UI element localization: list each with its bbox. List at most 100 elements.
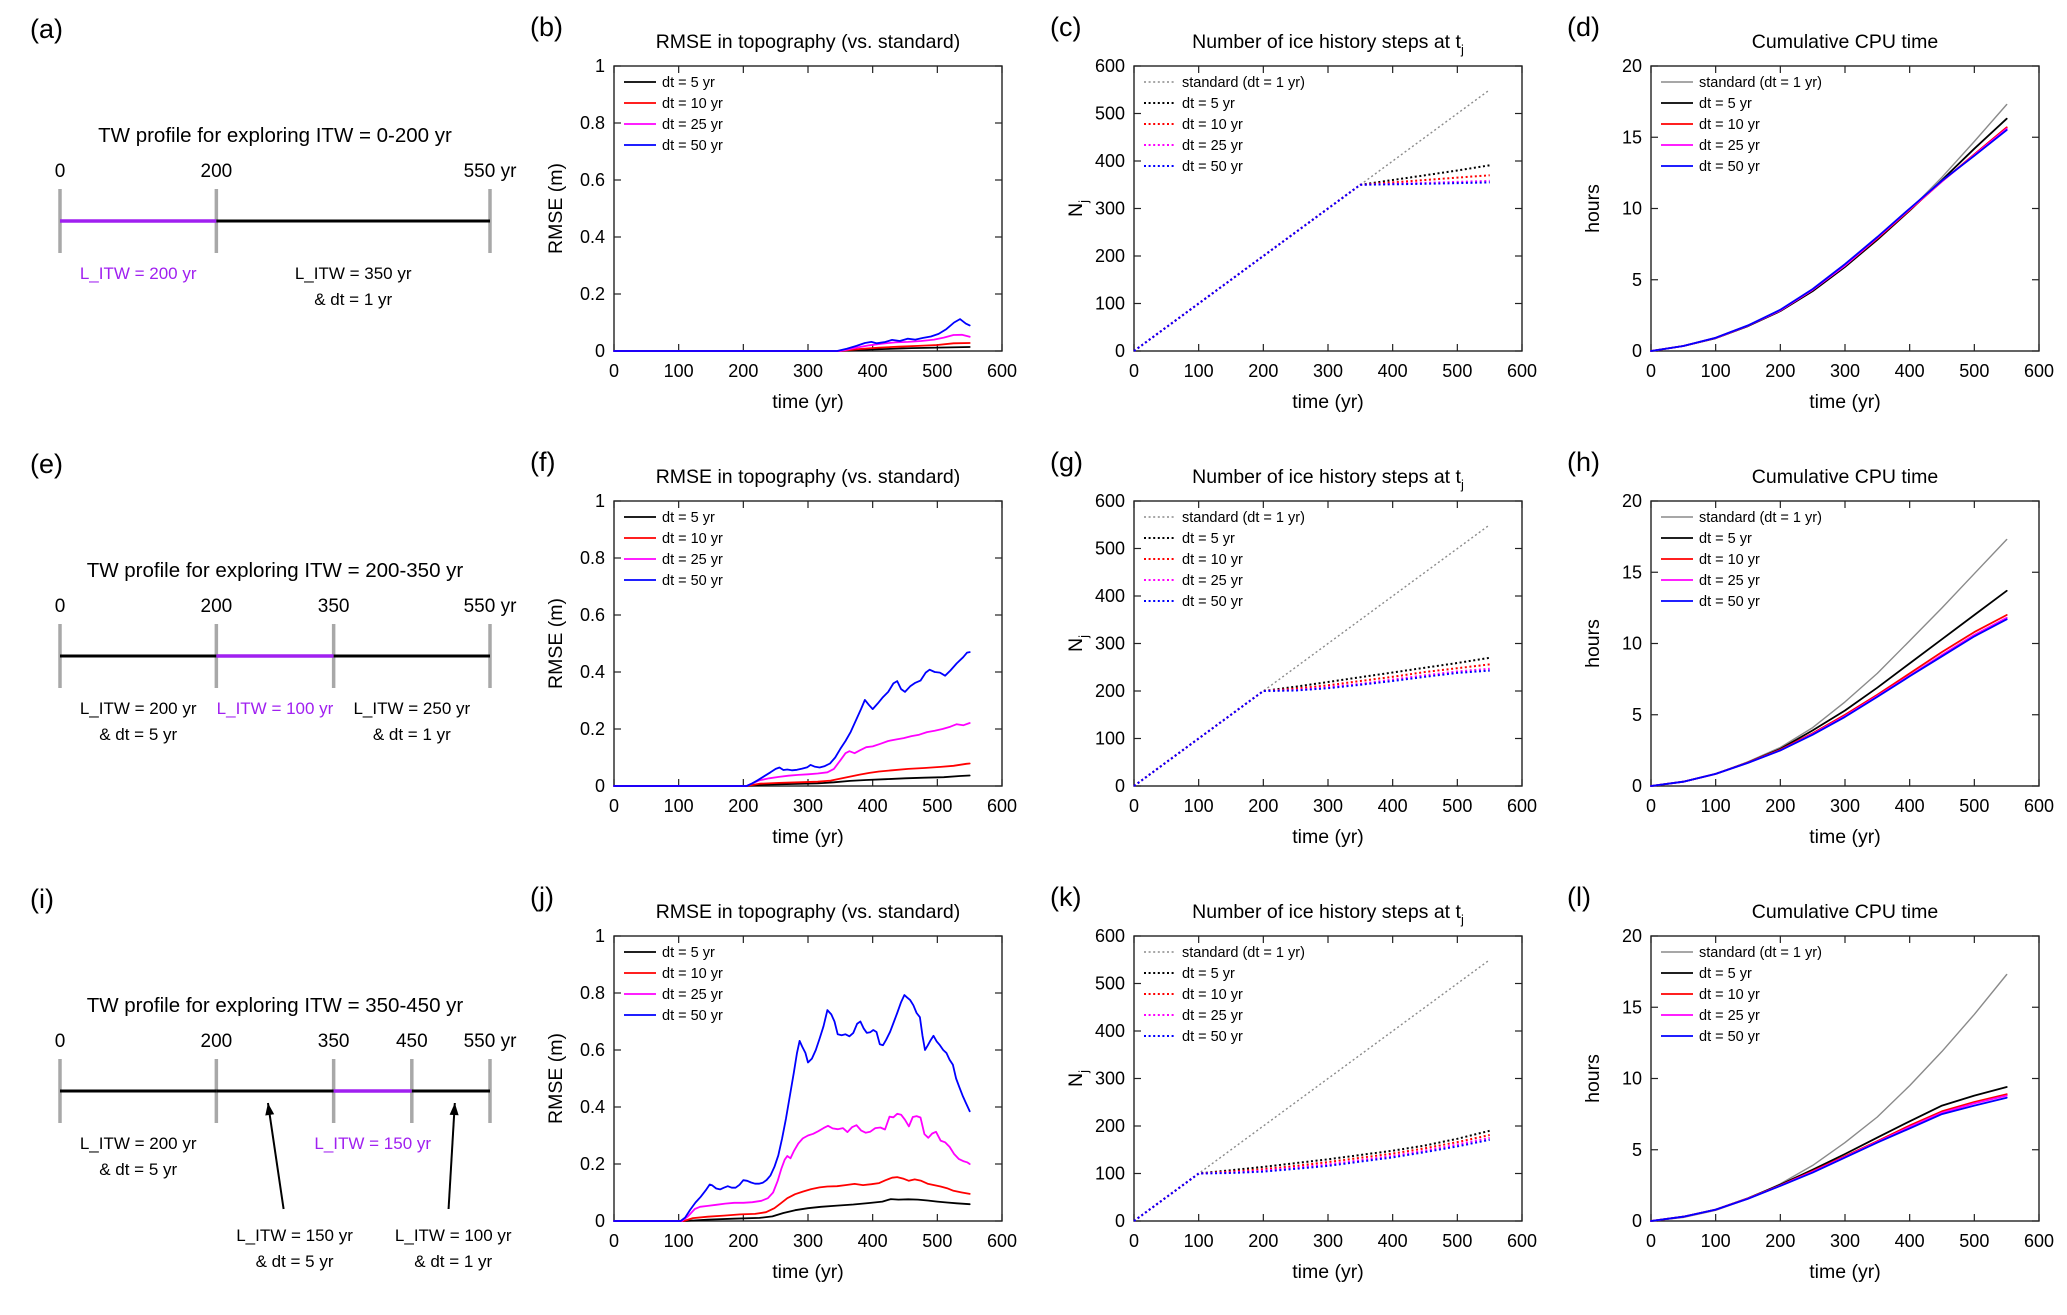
svg-text:0: 0 (595, 1211, 605, 1231)
svg-text:0.6: 0.6 (580, 1040, 605, 1060)
svg-text:20: 20 (1622, 926, 1642, 946)
svg-text:500: 500 (1959, 796, 1989, 816)
chart-cpu-row2: Cumulative CPU time 0 100 200 300 400 500 600 0 5… (1582, 466, 2054, 848)
svg-text:dt = 50 yr: dt = 50 yr (1182, 159, 1243, 175)
panel-i: (i) TW profile for exploring ITW = 350-4… (15, 878, 520, 1308)
svg-text:dt = 25 yr: dt = 25 yr (662, 552, 723, 568)
chart-cpu-row3: Cumulative CPU time 0 100 200 300 400 500 600 0 5… (1582, 901, 2054, 1283)
svg-text:0: 0 (609, 796, 619, 816)
svg-text:100: 100 (1184, 1231, 1214, 1251)
panel-label-e: (e) (30, 449, 63, 479)
chart-rmse-row1: RMSE in topography (vs. standard) 0 100 200… (545, 31, 1017, 413)
svg-text:0: 0 (1129, 796, 1139, 816)
svg-text:dt = 10 yr: dt = 10 yr (1699, 552, 1760, 568)
svg-text:200: 200 (201, 161, 233, 182)
svg-text:0: 0 (1632, 776, 1642, 796)
svg-text:500: 500 (1442, 1231, 1472, 1251)
svg-text:hours: hours (1582, 619, 1604, 668)
svg-text:500: 500 (922, 1231, 952, 1251)
svg-text:550 yr: 550 yr (464, 1031, 517, 1052)
svg-text:dt = 50 yr: dt = 50 yr (1699, 1029, 1760, 1045)
svg-text:time (yr): time (yr) (1809, 391, 1881, 413)
chart-rmse-row2: RMSE in topography (vs. standard) 0 100 200… (545, 466, 1017, 848)
svg-text:200: 200 (1095, 1116, 1125, 1136)
svg-text:10: 10 (1622, 634, 1642, 654)
svg-text:0: 0 (1115, 341, 1125, 361)
chart-steps-row2: Number of ice history steps at tj 0 100 200… (1065, 466, 1537, 848)
svg-text:400: 400 (1095, 586, 1125, 606)
svg-text:time (yr): time (yr) (1809, 826, 1881, 848)
svg-text:450: 450 (396, 1031, 428, 1052)
svg-text:1: 1 (595, 491, 605, 511)
svg-text:100: 100 (1095, 1164, 1125, 1184)
svg-text:300: 300 (793, 796, 823, 816)
svg-text:10: 10 (1622, 1069, 1642, 1089)
panel-label-g: (g) (1050, 447, 1083, 477)
svg-text:600: 600 (1507, 1231, 1537, 1251)
svg-text:20: 20 (1622, 491, 1642, 511)
svg-text:300: 300 (1830, 361, 1860, 381)
svg-text:15: 15 (1622, 127, 1642, 147)
svg-text:RMSE in topography (vs. standa: RMSE in topography (vs. standard) (656, 466, 961, 488)
svg-text:dt = 50 yr: dt = 50 yr (662, 138, 723, 154)
timeline-itw-350-450: TW profile for exploring ITW = 350-450 y… (55, 994, 517, 1271)
svg-text:time (yr): time (yr) (772, 826, 844, 848)
chart-rmse-row3: RMSE in topography (vs. standard) 0 100 200… (545, 901, 1017, 1283)
svg-text:10: 10 (1622, 199, 1642, 219)
svg-text:300: 300 (1095, 1069, 1125, 1089)
panel-label-j: (j) (530, 882, 554, 912)
svg-text:dt = 10 yr: dt = 10 yr (662, 966, 723, 982)
svg-text:200: 200 (1248, 796, 1278, 816)
svg-text:dt = 5 yr: dt = 5 yr (662, 945, 715, 961)
svg-text:0.6: 0.6 (580, 605, 605, 625)
svg-text:Number of ice history steps at: Number of ice history steps at tj (1192, 31, 1464, 57)
svg-text:100: 100 (1701, 1231, 1731, 1251)
svg-text:L_ITW = 100 yr: L_ITW = 100 yr (217, 699, 334, 718)
svg-text:Nj: Nj (1065, 635, 1091, 652)
svg-text:dt = 5 yr: dt = 5 yr (1699, 966, 1752, 982)
svg-text:400: 400 (1095, 1021, 1125, 1041)
svg-text:Nj: Nj (1065, 1070, 1091, 1087)
panel-label-l: (l) (1567, 882, 1591, 912)
svg-text:200: 200 (1765, 361, 1795, 381)
svg-text:dt = 25 yr: dt = 25 yr (662, 117, 723, 133)
svg-text:0.8: 0.8 (580, 548, 605, 568)
svg-text:time (yr): time (yr) (1292, 391, 1364, 413)
svg-text:TW profile for exploring ITW =: TW profile for exploring ITW = 200-350 y… (87, 559, 464, 582)
svg-text:100: 100 (1184, 361, 1214, 381)
svg-text:500: 500 (1095, 104, 1125, 124)
svg-text:dt = 50 yr: dt = 50 yr (1699, 159, 1760, 175)
svg-text:400: 400 (1378, 361, 1408, 381)
svg-text:1: 1 (595, 926, 605, 946)
svg-text:400: 400 (858, 796, 888, 816)
svg-text:550 yr: 550 yr (464, 596, 517, 617)
svg-text:500: 500 (1959, 1231, 1989, 1251)
panel-k: (k) Number of ice history steps at tj 0 10… (1048, 878, 1558, 1308)
svg-text:0.4: 0.4 (580, 662, 605, 682)
svg-text:time (yr): time (yr) (772, 391, 844, 413)
panel-g: (g) Number of ice history steps at tj 0 10… (1048, 443, 1558, 873)
svg-text:100: 100 (1095, 294, 1125, 314)
svg-text:TW profile for exploring ITW =: TW profile for exploring ITW = 350-450 y… (87, 994, 464, 1017)
svg-text:100: 100 (1701, 796, 1731, 816)
svg-text:dt = 5 yr: dt = 5 yr (1182, 531, 1235, 547)
svg-text:Nj: Nj (1065, 200, 1091, 217)
svg-text:L_ITW = 200 yr: L_ITW = 200 yr (80, 699, 197, 718)
svg-text:200: 200 (1765, 1231, 1795, 1251)
svg-text:dt = 25 yr: dt = 25 yr (1182, 1008, 1243, 1024)
svg-text:300: 300 (1095, 199, 1125, 219)
svg-text:600: 600 (1507, 361, 1537, 381)
svg-text:RMSE in topography (vs. standa: RMSE in topography (vs. standard) (656, 31, 961, 53)
svg-text:300: 300 (793, 361, 823, 381)
svg-text:RMSE in topography (vs. standa: RMSE in topography (vs. standard) (656, 901, 961, 923)
svg-text:600: 600 (2024, 796, 2054, 816)
svg-text:100: 100 (664, 1231, 694, 1251)
svg-text:0.6: 0.6 (580, 170, 605, 190)
svg-text:L_ITW = 250 yr: L_ITW = 250 yr (353, 699, 470, 718)
svg-text:300: 300 (1313, 796, 1343, 816)
svg-text:550 yr: 550 yr (464, 161, 517, 182)
svg-text:0: 0 (1632, 1211, 1642, 1231)
svg-text:400: 400 (1095, 151, 1125, 171)
svg-text:0: 0 (55, 1031, 66, 1052)
svg-text:standard (dt = 1 yr): standard (dt = 1 yr) (1699, 945, 1822, 961)
